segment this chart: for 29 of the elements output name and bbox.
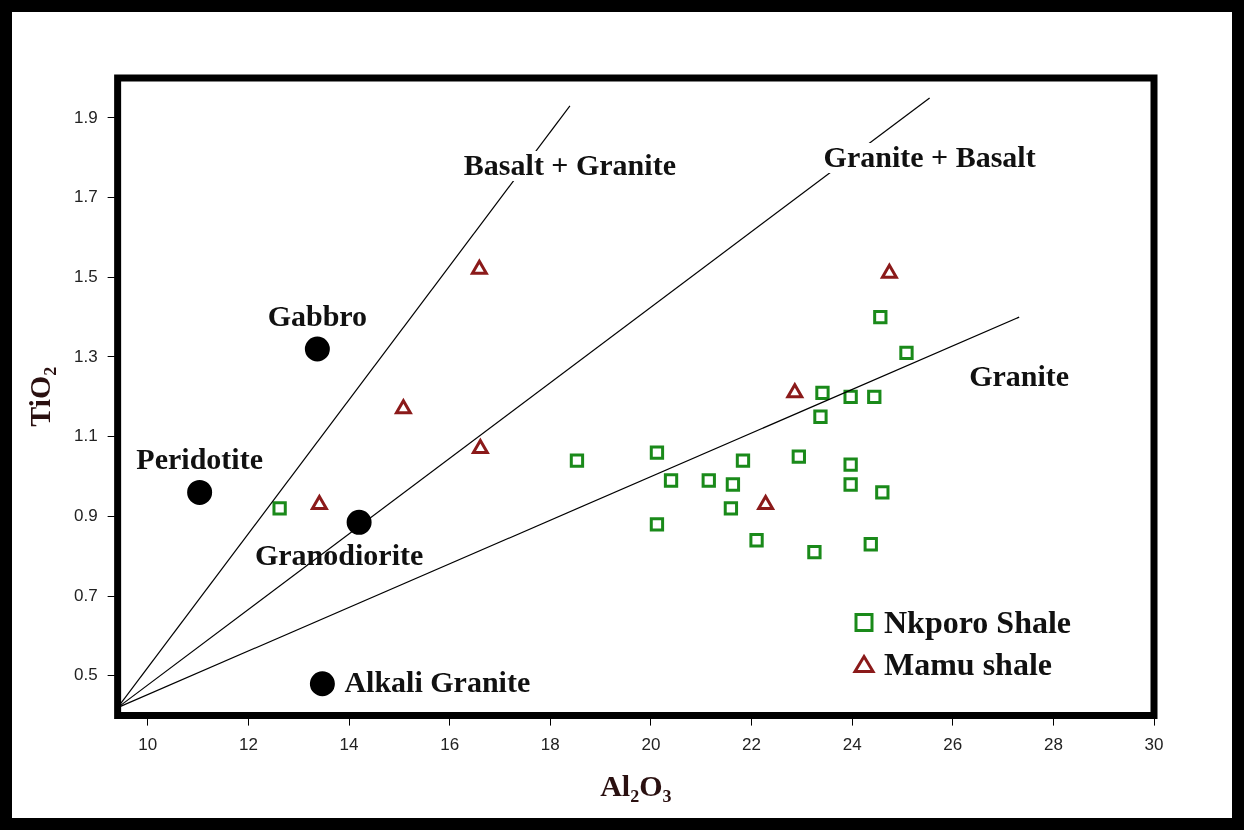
series-label: Alkali Granite xyxy=(344,665,531,699)
x-tick-label: 18 xyxy=(540,735,560,755)
x-tick-label: 24 xyxy=(842,735,862,755)
x-tick-label: 22 xyxy=(742,735,761,755)
y-tick-label: 0.5 xyxy=(73,665,98,685)
series-label: Granite xyxy=(969,358,1070,392)
x-tick-label: 12 xyxy=(238,735,258,755)
legend-label: Mamu shale xyxy=(884,645,1052,682)
x-tick-label: 10 xyxy=(138,735,158,755)
y-tick-label: 0.9 xyxy=(73,506,98,526)
x-tick-label: 14 xyxy=(339,735,359,755)
y-tick-label: 1.7 xyxy=(73,187,98,207)
y-axis-title: TiO₂ xyxy=(22,366,56,427)
x-tick-label: 16 xyxy=(440,735,460,755)
series-label: Peridotite xyxy=(136,442,263,476)
y-tick-label: 1.3 xyxy=(73,346,98,366)
x-tick-label: 26 xyxy=(943,735,963,755)
series-label: Gabbro xyxy=(267,298,368,332)
series-label: Granite + Basalt xyxy=(823,139,1036,173)
x-tick-label: 30 xyxy=(1144,735,1164,755)
y-tick-label: 1.5 xyxy=(73,266,98,286)
y-tick-label: 0.7 xyxy=(73,585,98,605)
x-tick-label: 20 xyxy=(641,735,661,755)
series-label: Basalt + Granite xyxy=(463,147,676,181)
legend-label: Nkporo Shale xyxy=(884,603,1072,640)
y-tick-label: 1.9 xyxy=(73,107,98,127)
x-tick-label: 28 xyxy=(1043,735,1063,755)
x-axis-title: Al₂O₃ xyxy=(600,768,672,802)
y-tick-label: 1.1 xyxy=(73,426,98,446)
